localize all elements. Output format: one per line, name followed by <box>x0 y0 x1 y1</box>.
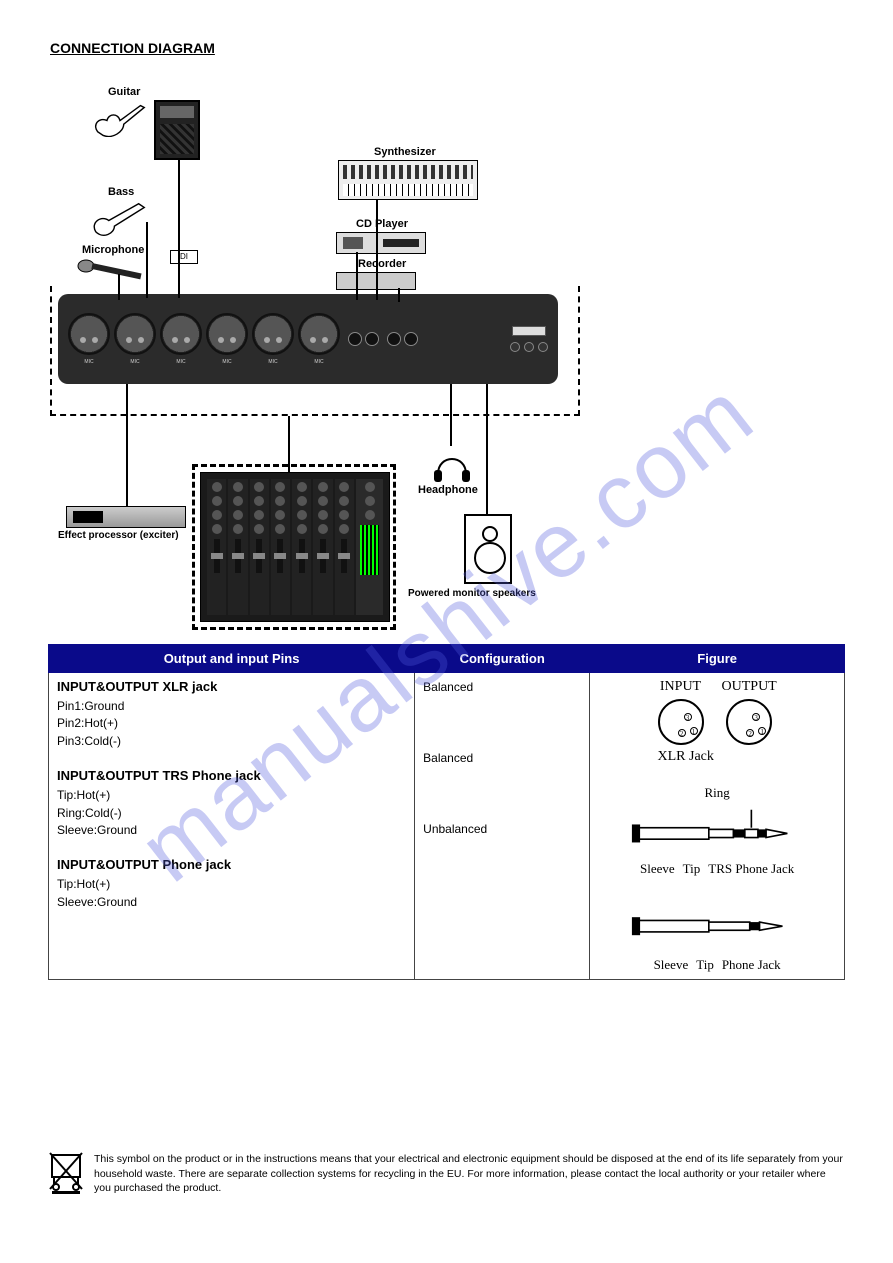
label-guitar: Guitar <box>108 86 140 98</box>
synthesizer-icon <box>338 160 478 200</box>
figure-xlr: INPUT 321 OUTPUT 321 <box>658 679 777 765</box>
mixer-top-icon <box>200 472 390 622</box>
label-speakers: Powered monitor speakers <box>408 588 536 599</box>
connection-diagram: Guitar Bass Microphone Synthesizer CD Pl… <box>58 74 578 614</box>
th-config: Configuration <box>415 645 590 673</box>
figure-trs: Ring Sleeve T <box>627 785 807 877</box>
guitar-icon <box>92 100 148 140</box>
label-fx: Effect processor (exciter) <box>58 530 179 541</box>
bass-icon <box>92 200 148 240</box>
section-heading: CONNECTION DIAGRAM <box>50 40 845 56</box>
speaker-icon <box>464 514 512 584</box>
headphones-icon <box>432 444 472 482</box>
cell-figure: INPUT 321 OUTPUT 321 <box>590 673 845 980</box>
weee-text: This symbol on the product or in the ins… <box>94 1152 845 1195</box>
label-microphone: Microphone <box>82 244 144 256</box>
cell-config: Balanced Balanced Unbalanced <box>415 673 590 980</box>
label-headphone: Headphone <box>418 484 478 496</box>
mixer-rear-panel: MIC MIC MIC MIC MIC MIC <box>58 294 558 384</box>
th-figure: Figure <box>590 645 845 673</box>
label-cd: CD Player <box>356 218 408 230</box>
guitar-amp-icon <box>154 100 200 160</box>
effect-processor-icon <box>66 506 186 528</box>
xlr-block: INPUT&OUTPUT XLR jack Pin1:Ground Pin2:H… <box>57 679 406 750</box>
ts-block: INPUT&OUTPUT Phone jack Tip:Hot(+) Sleev… <box>57 857 406 911</box>
microphone-icon <box>76 258 146 282</box>
weee-icon <box>48 1149 84 1195</box>
label-recorder: Recorder <box>358 258 406 270</box>
figure-ts: Sleeve Tip Phone Jack <box>627 897 807 973</box>
xlr-output-icon: 321 <box>726 699 772 745</box>
xlr-input-icon: 321 <box>658 699 704 745</box>
di-box-icon: DI <box>170 250 198 264</box>
trs-block: INPUT&OUTPUT TRS Phone jack Tip:Hot(+) R… <box>57 768 406 839</box>
connector-table: Output and input Pins Configuration Figu… <box>48 644 845 980</box>
label-bass: Bass <box>108 186 134 198</box>
cd-player-icon <box>336 232 426 254</box>
cell-pins: INPUT&OUTPUT XLR jack Pin1:Ground Pin2:H… <box>49 673 415 980</box>
th-pins: Output and input Pins <box>49 645 415 673</box>
label-synth: Synthesizer <box>374 146 436 158</box>
